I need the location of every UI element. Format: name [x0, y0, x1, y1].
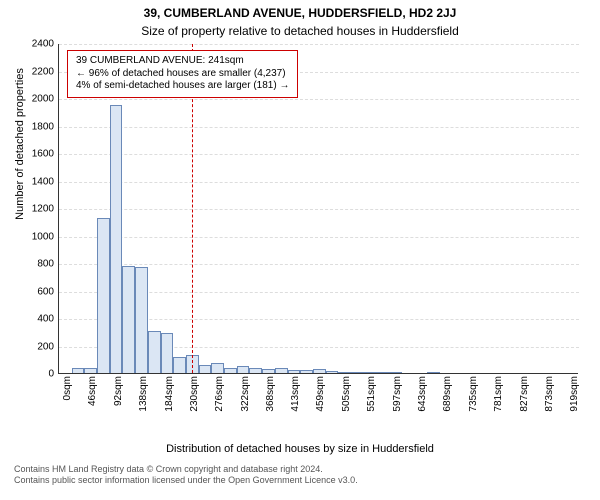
x-tick-label: 138sqm — [138, 376, 149, 424]
footnote: Contains HM Land Registry data © Crown c… — [14, 464, 358, 487]
histogram-bar — [135, 267, 148, 373]
histogram-bar — [351, 372, 364, 373]
footnote-line-2: Contains public sector information licen… — [14, 475, 358, 486]
x-tick-label: 689sqm — [442, 376, 453, 424]
x-tick-label: 597sqm — [392, 376, 403, 424]
histogram-bar — [300, 370, 313, 373]
x-tick-label: 413sqm — [290, 376, 301, 424]
chart-container: 39, CUMBERLAND AVENUE, HUDDERSFIELD, HD2… — [0, 0, 600, 500]
y-tick-label: 2200 — [22, 66, 54, 77]
histogram-bar — [97, 218, 110, 373]
y-tick-label: 2400 — [22, 39, 54, 50]
x-tick-label: 735sqm — [468, 376, 479, 424]
y-tick-label: 2000 — [22, 94, 54, 105]
x-tick-label: 368sqm — [265, 376, 276, 424]
x-tick-label: 46sqm — [87, 376, 98, 424]
x-tick-label: 459sqm — [315, 376, 326, 424]
y-tick-label: 1800 — [22, 121, 54, 132]
histogram-bar — [288, 370, 301, 373]
annotation-line: ← 96% of detached houses are smaller (4,… — [76, 68, 289, 81]
histogram-bar — [313, 369, 326, 373]
annotation-line: 4% of semi-detached houses are larger (1… — [76, 80, 289, 93]
annotation-box: 39 CUMBERLAND AVENUE: 241sqm← 96% of det… — [67, 50, 298, 98]
chart-sub-title: Size of property relative to detached ho… — [0, 24, 600, 38]
histogram-bar — [427, 372, 440, 373]
histogram-bar — [376, 372, 389, 373]
histogram-bar — [224, 368, 237, 374]
y-tick-label: 1200 — [22, 204, 54, 215]
histogram-bar — [275, 368, 288, 373]
x-tick-label: 919sqm — [569, 376, 580, 424]
y-tick-label: 800 — [22, 259, 54, 270]
x-tick-label: 781sqm — [493, 376, 504, 424]
x-tick-label: 322sqm — [240, 376, 251, 424]
histogram-bar — [84, 368, 97, 374]
histogram-bar — [122, 266, 135, 373]
x-tick-label: 276sqm — [214, 376, 225, 424]
plot-area: 39 CUMBERLAND AVENUE: 241sqm← 96% of det… — [58, 44, 578, 374]
x-tick-label: 230sqm — [189, 376, 200, 424]
histogram-bar — [249, 368, 262, 373]
x-tick-label: 92sqm — [113, 376, 124, 424]
histogram-bar — [211, 363, 224, 373]
histogram-bar — [389, 372, 402, 373]
histogram-bar — [110, 105, 123, 373]
histogram-bar — [237, 366, 250, 373]
histogram-bar — [161, 333, 174, 373]
chart-super-title: 39, CUMBERLAND AVENUE, HUDDERSFIELD, HD2… — [0, 6, 600, 20]
footnote-line-1: Contains HM Land Registry data © Crown c… — [14, 464, 358, 475]
histogram-bar — [326, 371, 339, 373]
x-tick-label: 643sqm — [417, 376, 428, 424]
y-tick-label: 1400 — [22, 176, 54, 187]
y-tick-label: 400 — [22, 314, 54, 325]
y-tick-label: 600 — [22, 286, 54, 297]
histogram-bar — [148, 331, 161, 373]
histogram-bar — [173, 357, 186, 373]
x-tick-label: 551sqm — [366, 376, 377, 424]
histogram-bar — [199, 365, 212, 373]
histogram-bar — [338, 372, 351, 373]
x-tick-label: 873sqm — [544, 376, 555, 424]
x-tick-label: 505sqm — [341, 376, 352, 424]
x-tick-label: 184sqm — [164, 376, 175, 424]
x-tick-label: 0sqm — [62, 376, 73, 424]
y-tick-label: 1600 — [22, 149, 54, 160]
histogram-bar — [72, 368, 85, 374]
y-tick-label: 1000 — [22, 231, 54, 242]
y-tick-label: 0 — [22, 369, 54, 380]
x-axis-title: Distribution of detached houses by size … — [0, 443, 600, 455]
histogram-bar — [262, 369, 275, 373]
annotation-line: 39 CUMBERLAND AVENUE: 241sqm — [76, 55, 289, 68]
y-tick-label: 200 — [22, 341, 54, 352]
histogram-bar — [364, 372, 377, 373]
x-tick-label: 827sqm — [519, 376, 530, 424]
